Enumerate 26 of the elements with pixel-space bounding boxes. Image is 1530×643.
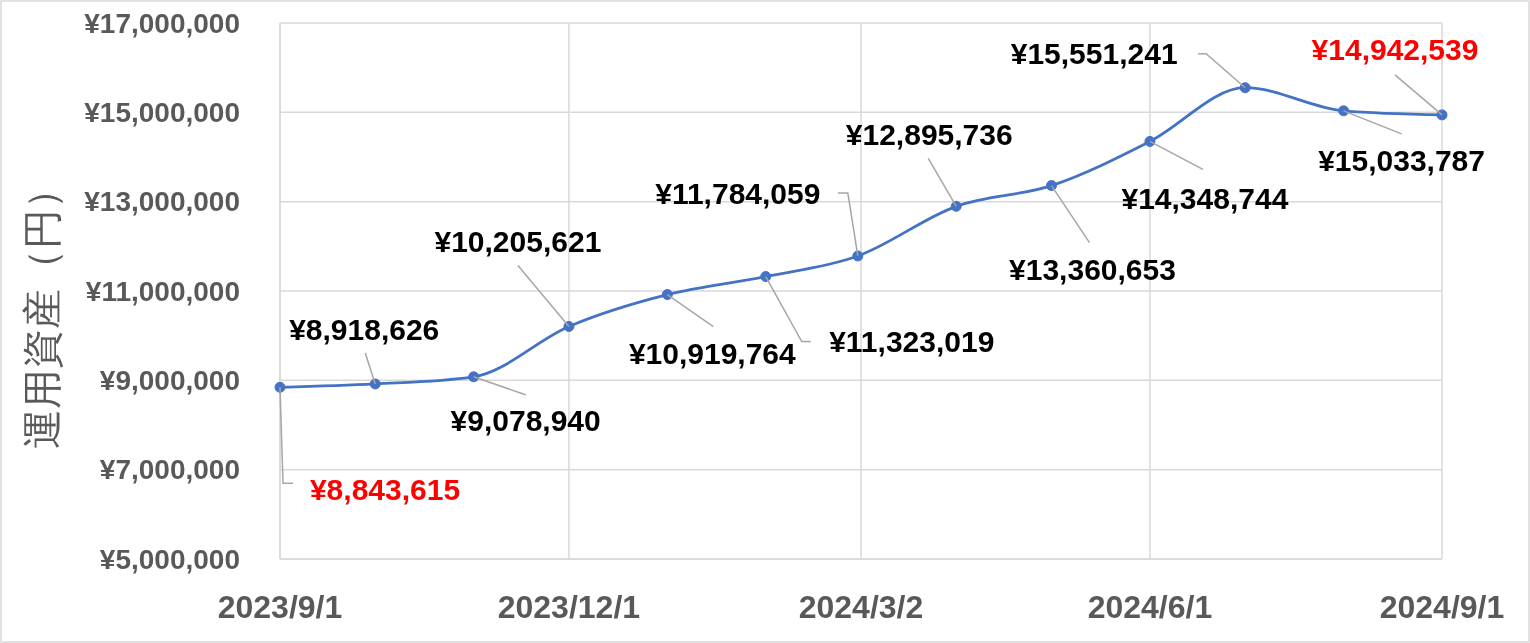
- y-tick-label: ¥9,000,000: [99, 364, 240, 396]
- data-label: ¥11,784,059: [655, 177, 821, 211]
- y-tick-label: ¥13,000,000: [84, 186, 240, 218]
- y-tick-label: ¥17,000,000: [84, 7, 240, 39]
- x-tick-label: 2024/6/1: [1087, 589, 1213, 625]
- data-label: ¥15,033,787: [1318, 144, 1485, 178]
- y-tick-label: ¥15,000,000: [84, 96, 240, 128]
- data-label: ¥15,551,241: [1010, 37, 1178, 71]
- x-tick-label: 2023/9/1: [217, 589, 343, 625]
- data-label: ¥11,323,019: [829, 325, 995, 359]
- data-label: ¥10,205,621: [434, 225, 602, 258]
- y-axis-title: 運用資産（円）: [20, 169, 64, 449]
- data-label: ¥14,348,744: [1121, 181, 1289, 215]
- x-tick-label: 2024/3/2: [798, 589, 924, 625]
- x-tick-label: 2024/9/1: [1379, 589, 1505, 625]
- y-tick-label: ¥7,000,000: [99, 454, 240, 486]
- data-label: ¥13,360,653: [1009, 253, 1176, 287]
- y-tick-label: ¥5,000,000: [99, 543, 240, 575]
- y-tick-label: ¥11,000,000: [85, 275, 240, 307]
- data-label: ¥10,919,764: [628, 337, 796, 371]
- data-label: ¥8,918,626: [289, 313, 440, 347]
- data-label: ¥14,942,539: [1311, 33, 1479, 67]
- data-label: ¥8,843,615: [309, 472, 461, 506]
- x-tick-label: 2023/12/1: [497, 589, 641, 625]
- data-label: ¥9,078,940: [450, 404, 601, 438]
- data-label: ¥12,895,736: [845, 117, 1013, 151]
